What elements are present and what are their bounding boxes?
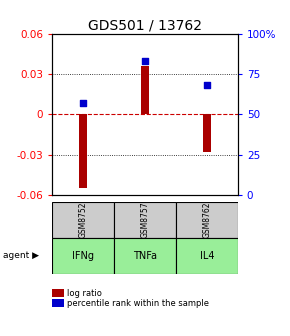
Bar [114, 202, 176, 238]
Text: agent ▶: agent ▶ [3, 251, 39, 260]
Bar [176, 202, 238, 238]
Bar [141, 66, 149, 114]
Point [204, 83, 209, 88]
Bar [176, 238, 238, 274]
Bar [79, 114, 87, 188]
Text: IL4: IL4 [200, 251, 214, 261]
Text: TNFa: TNFa [133, 251, 157, 261]
Bar [52, 202, 114, 238]
Bar [203, 114, 211, 152]
Point [81, 100, 86, 106]
Text: GSM8762: GSM8762 [202, 201, 211, 238]
Bar [52, 238, 114, 274]
Point [143, 58, 147, 64]
Text: log ratio: log ratio [67, 289, 102, 298]
Text: percentile rank within the sample: percentile rank within the sample [67, 299, 209, 308]
Text: IFNg: IFNg [72, 251, 94, 261]
Text: GSM8752: GSM8752 [79, 201, 88, 238]
Title: GDS501 / 13762: GDS501 / 13762 [88, 18, 202, 33]
Bar [114, 238, 176, 274]
Text: GSM8757: GSM8757 [140, 201, 150, 238]
